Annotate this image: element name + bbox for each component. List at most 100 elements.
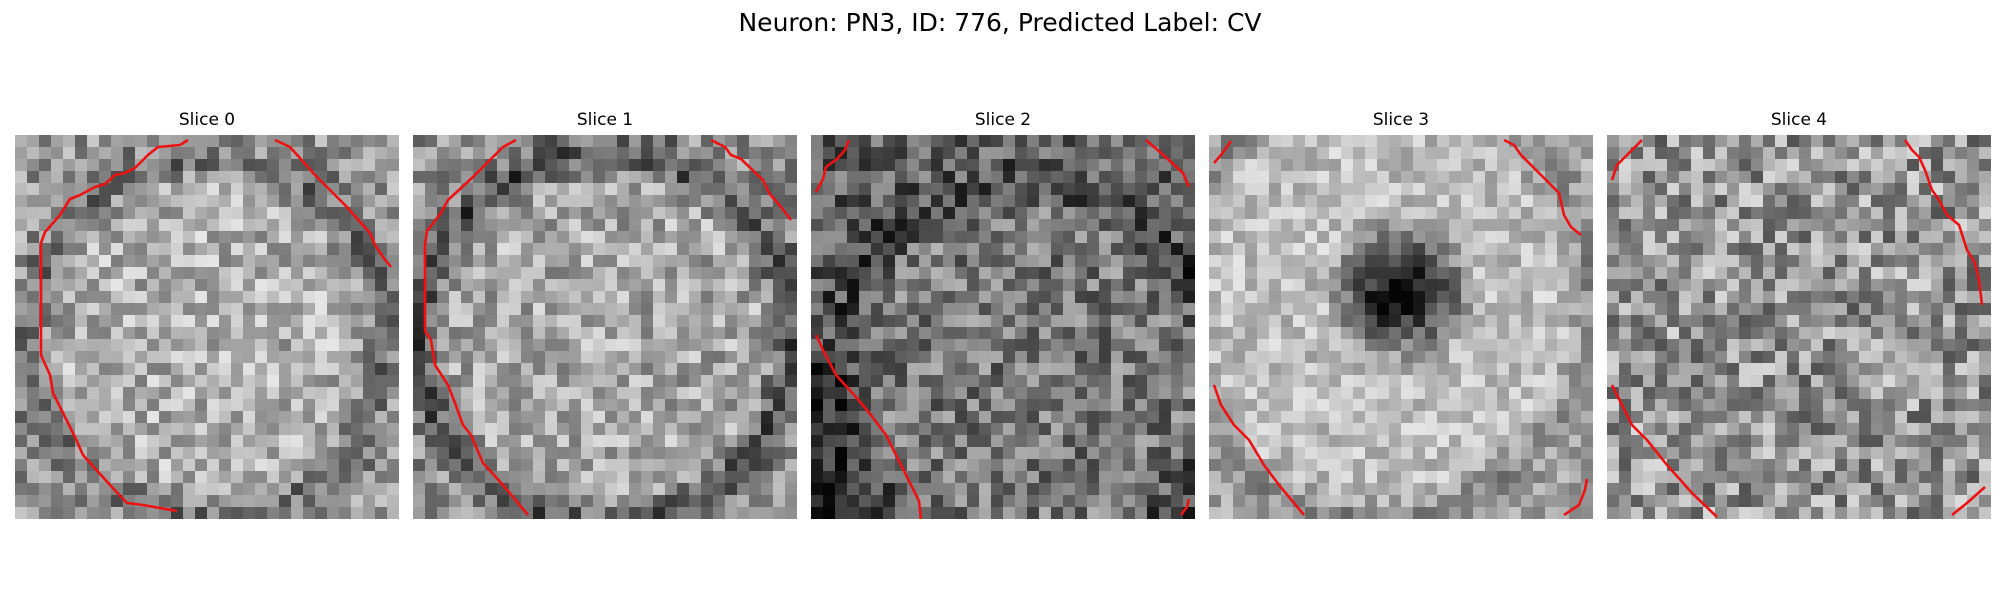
image-pixel <box>931 135 944 148</box>
image-pixel <box>243 243 256 256</box>
image-pixel <box>1461 183 1474 196</box>
image-pixel <box>339 507 352 519</box>
image-pixel <box>1233 339 1246 352</box>
image-pixel <box>1473 339 1486 352</box>
image-pixel <box>15 483 28 496</box>
image-pixel <box>617 291 630 304</box>
image-pixel <box>351 147 364 160</box>
image-pixel <box>955 387 968 400</box>
image-pixel <box>147 459 160 472</box>
image-pixel <box>315 207 328 220</box>
image-pixel <box>1051 423 1064 436</box>
image-pixel <box>713 159 726 172</box>
image-pixel <box>39 135 52 148</box>
image-pixel <box>15 279 28 292</box>
image-pixel <box>749 183 762 196</box>
image-pixel <box>27 255 40 268</box>
image-pixel <box>15 159 28 172</box>
image-pixel <box>1667 423 1680 436</box>
image-pixel <box>1123 423 1136 436</box>
image-pixel <box>1691 387 1704 400</box>
image-pixel <box>737 375 750 388</box>
image-pixel <box>1955 399 1968 412</box>
image-pixel <box>351 171 364 184</box>
image-pixel <box>895 231 908 244</box>
image-pixel <box>1545 183 1558 196</box>
image-pixel <box>1269 171 1282 184</box>
image-pixel <box>919 267 932 280</box>
image-pixel <box>823 507 836 519</box>
image-pixel <box>1233 147 1246 160</box>
image-pixel <box>1473 399 1486 412</box>
image-pixel <box>749 291 762 304</box>
image-pixel <box>497 183 510 196</box>
image-pixel <box>1727 291 1740 304</box>
image-pixel <box>1485 507 1498 519</box>
slice-panel-3: Slice 3 <box>1209 108 1593 520</box>
image-pixel <box>931 399 944 412</box>
image-pixel <box>979 231 992 244</box>
image-pixel <box>231 399 244 412</box>
image-pixel <box>485 195 498 208</box>
image-pixel <box>701 267 714 280</box>
image-pixel <box>303 303 316 316</box>
image-pixel <box>641 267 654 280</box>
image-pixel <box>1883 183 1896 196</box>
image-pixel <box>147 267 160 280</box>
image-pixel <box>75 219 88 232</box>
image-pixel <box>1631 447 1644 460</box>
image-pixel <box>883 351 896 364</box>
image-pixel <box>1075 279 1088 292</box>
image-pixel <box>605 339 618 352</box>
image-pixel <box>1099 255 1112 268</box>
image-pixel <box>51 171 64 184</box>
image-pixel <box>1341 255 1354 268</box>
image-pixel <box>1691 171 1704 184</box>
image-pixel <box>1027 267 1040 280</box>
image-pixel <box>1787 351 1800 364</box>
image-pixel <box>473 255 486 268</box>
image-pixel <box>713 495 726 508</box>
image-pixel <box>1003 399 1016 412</box>
image-pixel <box>689 471 702 484</box>
image-pixel <box>1967 195 1980 208</box>
image-pixel <box>605 387 618 400</box>
image-pixel <box>1473 375 1486 388</box>
image-pixel <box>1473 303 1486 316</box>
image-pixel <box>1703 159 1716 172</box>
image-pixel <box>907 387 920 400</box>
image-pixel <box>1485 327 1498 340</box>
image-pixel <box>279 507 292 519</box>
image-pixel <box>171 471 184 484</box>
image-pixel <box>689 399 702 412</box>
image-pixel <box>991 171 1004 184</box>
image-pixel <box>387 243 399 256</box>
image-pixel <box>1533 507 1546 519</box>
image-pixel <box>581 447 594 460</box>
image-pixel <box>279 195 292 208</box>
image-pixel <box>943 423 956 436</box>
image-pixel <box>1643 447 1656 460</box>
image-pixel <box>375 303 388 316</box>
image-pixel <box>617 483 630 496</box>
image-pixel <box>1111 507 1124 519</box>
image-pixel <box>1147 447 1160 460</box>
image-pixel <box>1317 387 1330 400</box>
image-pixel <box>677 195 690 208</box>
image-pixel <box>315 411 328 424</box>
image-pixel <box>811 219 824 232</box>
image-pixel <box>1087 219 1100 232</box>
image-pixel <box>425 471 438 484</box>
image-pixel <box>1967 387 1980 400</box>
image-pixel <box>1943 135 1956 148</box>
image-pixel <box>955 327 968 340</box>
image-pixel <box>413 351 426 364</box>
image-pixel <box>291 399 304 412</box>
image-pixel <box>291 255 304 268</box>
image-pixel <box>1075 207 1088 220</box>
image-pixel <box>1087 339 1100 352</box>
image-pixel <box>413 135 426 148</box>
image-pixel <box>183 231 196 244</box>
image-pixel <box>1377 219 1390 232</box>
image-pixel <box>1871 207 1884 220</box>
